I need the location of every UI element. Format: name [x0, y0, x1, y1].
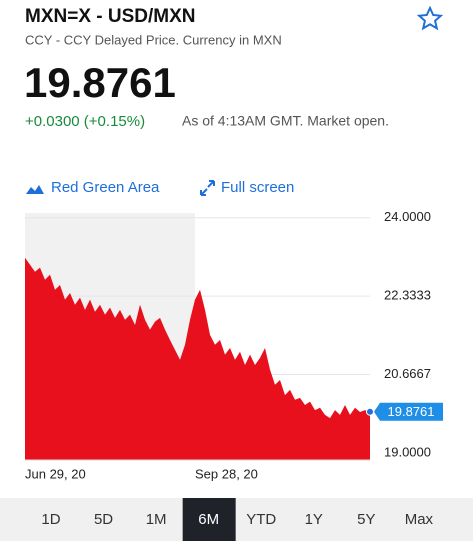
range-tab[interactable]: 1D — [41, 511, 60, 528]
tabs: 1D 5D 1M 6M YTD 1Y 5Y Max — [41, 498, 434, 541]
range-tab[interactable]: 1M — [146, 511, 167, 528]
tab-bar — [0, 498, 473, 541]
plot: 24.0000 22.3333 20.6667 19.0000 Jun 29, 20 Se… — [25, 209, 443, 481]
fullscreen-button[interactable]: Full screen — [221, 179, 294, 196]
tab-selected-bg — [182, 498, 236, 541]
y-tick-label: 19.0000 — [384, 444, 431, 459]
current-badge — [374, 402, 443, 421]
x-tick-label: Jun 29, 20 — [25, 466, 86, 481]
x-tick-label: Sep 28, 20 — [195, 466, 258, 481]
fullscreen-icon — [200, 180, 215, 196]
price: 19.8761 — [24, 59, 176, 106]
range-tab[interactable]: 5D — [94, 511, 113, 528]
ticker-title: MXN=X - USD/MXN — [25, 6, 196, 27]
range-tab[interactable]: 6M — [198, 511, 219, 528]
y-tick-label: 20.6667 — [384, 366, 431, 381]
current-dot — [366, 407, 374, 416]
y-tick-label: 22.3333 — [384, 288, 431, 303]
chart-type-button[interactable]: Red Green Area — [51, 179, 160, 196]
subtitle: CCY - CCY Delayed Price. Currency in MXN — [25, 32, 282, 47]
current-value-label: 19.8761 — [388, 404, 435, 419]
area-icon — [26, 185, 44, 194]
watchlist-star[interactable] — [416, 5, 444, 31]
range-tab[interactable]: 1Y — [305, 511, 323, 528]
y-tick-label: 24.0000 — [384, 209, 431, 224]
range-tab[interactable]: 5Y — [357, 511, 375, 528]
range-tab[interactable]: Max — [405, 511, 434, 528]
price-area — [25, 257, 370, 460]
range-tab[interactable]: YTD — [246, 511, 276, 528]
price-change: +0.0300 (+0.15%) — [25, 113, 145, 130]
market-status: As of 4:13AM GMT. Market open. — [182, 113, 389, 129]
